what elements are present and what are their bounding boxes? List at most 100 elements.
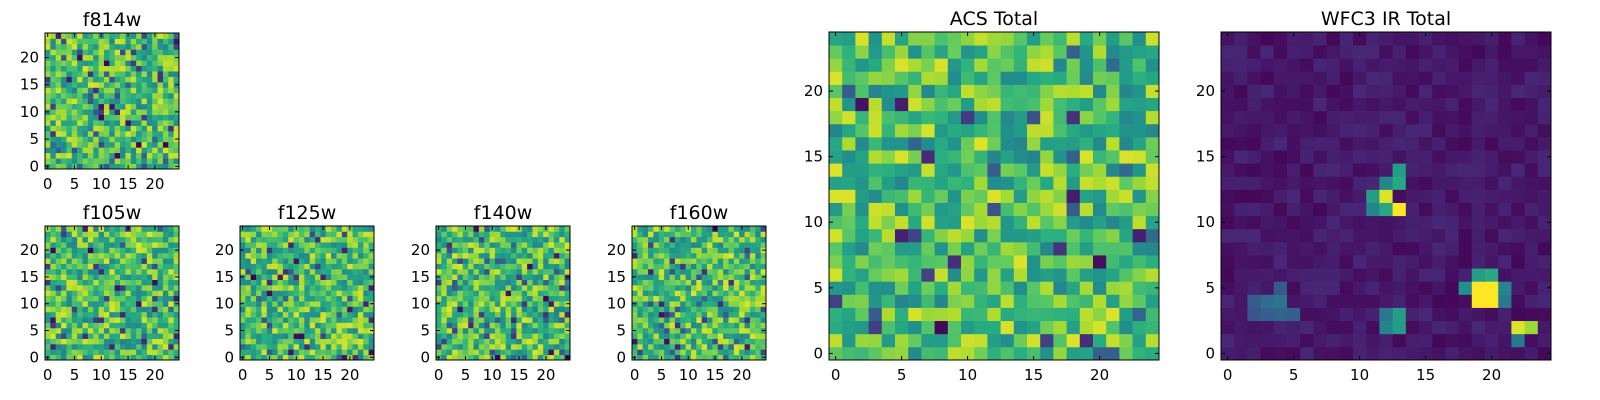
heatmap-cell — [1066, 320, 1081, 335]
heatmap-cell — [690, 226, 697, 232]
heatmap-cell — [136, 103, 142, 110]
heatmap-cell — [50, 290, 57, 297]
heatmap-cell — [98, 327, 105, 334]
heatmap-cell — [1221, 294, 1235, 308]
heatmap-cell — [1013, 84, 1028, 98]
heatmap-cell — [701, 247, 708, 254]
heatmap-cell — [168, 98, 175, 105]
heatmap-cell — [103, 120, 110, 126]
heatmap-cell — [1132, 58, 1147, 72]
heatmap-cell — [136, 226, 142, 232]
heatmap-cell — [505, 247, 512, 254]
heatmap-cell — [446, 343, 453, 350]
heatmap-cell — [315, 258, 321, 264]
heatmap-cell — [146, 130, 153, 137]
heatmap-cell — [336, 226, 343, 232]
heatmap-cell — [168, 306, 175, 313]
heatmap-cell — [320, 284, 327, 291]
heatmap-cell — [494, 354, 501, 361]
heatmap-cell — [120, 43, 126, 50]
heatmap-cell — [357, 306, 364, 313]
heatmap-cell — [173, 295, 180, 302]
heatmap-cell — [304, 295, 311, 302]
heatmap-cell — [1524, 281, 1539, 295]
heatmap-cell — [855, 228, 869, 243]
heatmap-cell — [261, 274, 268, 280]
heatmap-cell — [707, 279, 713, 286]
heatmap-cell — [325, 338, 332, 345]
heatmap-cell — [987, 163, 1001, 177]
heatmap-cell — [728, 290, 735, 297]
heatmap-cell — [548, 236, 555, 243]
heatmap-cell — [1313, 97, 1327, 112]
heatmap-cell — [1247, 241, 1261, 256]
heatmap-cell — [1221, 58, 1235, 72]
heatmap-cell — [1353, 202, 1367, 217]
heatmap-cell — [1079, 189, 1094, 203]
heatmap-cell — [1432, 150, 1446, 164]
heatmap-cell — [1013, 241, 1028, 256]
heatmap-cell — [357, 333, 364, 339]
heatmap-cell — [685, 306, 692, 313]
heatmap-cell — [473, 311, 480, 318]
heatmap-cell — [66, 158, 73, 164]
heatmap-cell — [45, 130, 51, 137]
heatmap-cell — [1485, 71, 1499, 85]
heatmap-cell — [1326, 58, 1341, 72]
heatmap-cell — [505, 354, 512, 361]
heatmap-cell — [543, 263, 549, 270]
heatmap-cell — [680, 242, 686, 248]
heatmap-cell — [1524, 333, 1539, 348]
heatmap-cell — [468, 263, 474, 270]
heatmap-cell — [272, 236, 278, 243]
heatmap-cell — [1458, 307, 1473, 322]
heatmap-cell — [363, 295, 370, 302]
heatmap-cell — [1119, 110, 1133, 125]
heatmap-cell — [642, 317, 649, 323]
heatmap-cell — [250, 231, 257, 238]
heatmap-cell — [173, 290, 180, 297]
heatmap-cell — [331, 333, 337, 339]
heatmap-cell — [511, 333, 517, 339]
heatmap-cell — [1273, 255, 1288, 269]
heatmap-cell — [468, 290, 474, 297]
heatmap-cell — [446, 354, 453, 361]
heatmap-cell — [543, 268, 549, 275]
heatmap-cell — [842, 255, 856, 269]
heatmap-cell — [961, 71, 975, 85]
heatmap-cell — [320, 311, 327, 318]
heatmap-cell — [436, 343, 442, 350]
heatmap-cell — [82, 279, 89, 286]
heatmap-cell — [66, 71, 73, 77]
heatmap-cell — [532, 268, 539, 275]
heatmap-cell — [1445, 71, 1459, 85]
heatmap-cell — [55, 354, 62, 361]
heatmap-cell — [103, 76, 110, 83]
heatmap-cell — [120, 349, 126, 356]
heatmap-cell — [109, 268, 116, 275]
heatmap-cell — [1458, 176, 1473, 190]
heatmap-cell — [500, 284, 507, 291]
heatmap-cell — [288, 284, 294, 291]
heatmap-cell — [505, 284, 512, 291]
heatmap-cell — [136, 65, 142, 72]
heatmap-cell — [516, 290, 523, 297]
heatmap-cell — [1419, 255, 1433, 269]
heatmap-cell — [680, 333, 686, 339]
heatmap-cell — [125, 349, 132, 356]
heatmap-cell — [103, 252, 110, 259]
heatmap-cell — [66, 295, 73, 302]
heatmap-cell — [61, 317, 67, 323]
heatmap-cell — [739, 317, 745, 323]
heatmap-cell — [484, 290, 490, 297]
heatmap-cell — [739, 327, 745, 334]
heatmap-cell — [685, 252, 692, 259]
heatmap-cell — [87, 87, 94, 94]
heatmap-cell — [315, 295, 321, 302]
heatmap-cell — [707, 242, 713, 248]
heatmap-cell — [77, 322, 83, 329]
heatmap-cell — [130, 87, 137, 94]
heatmap-cell — [168, 65, 175, 72]
heatmap-cell — [66, 301, 73, 307]
heatmap-cell — [77, 258, 83, 264]
